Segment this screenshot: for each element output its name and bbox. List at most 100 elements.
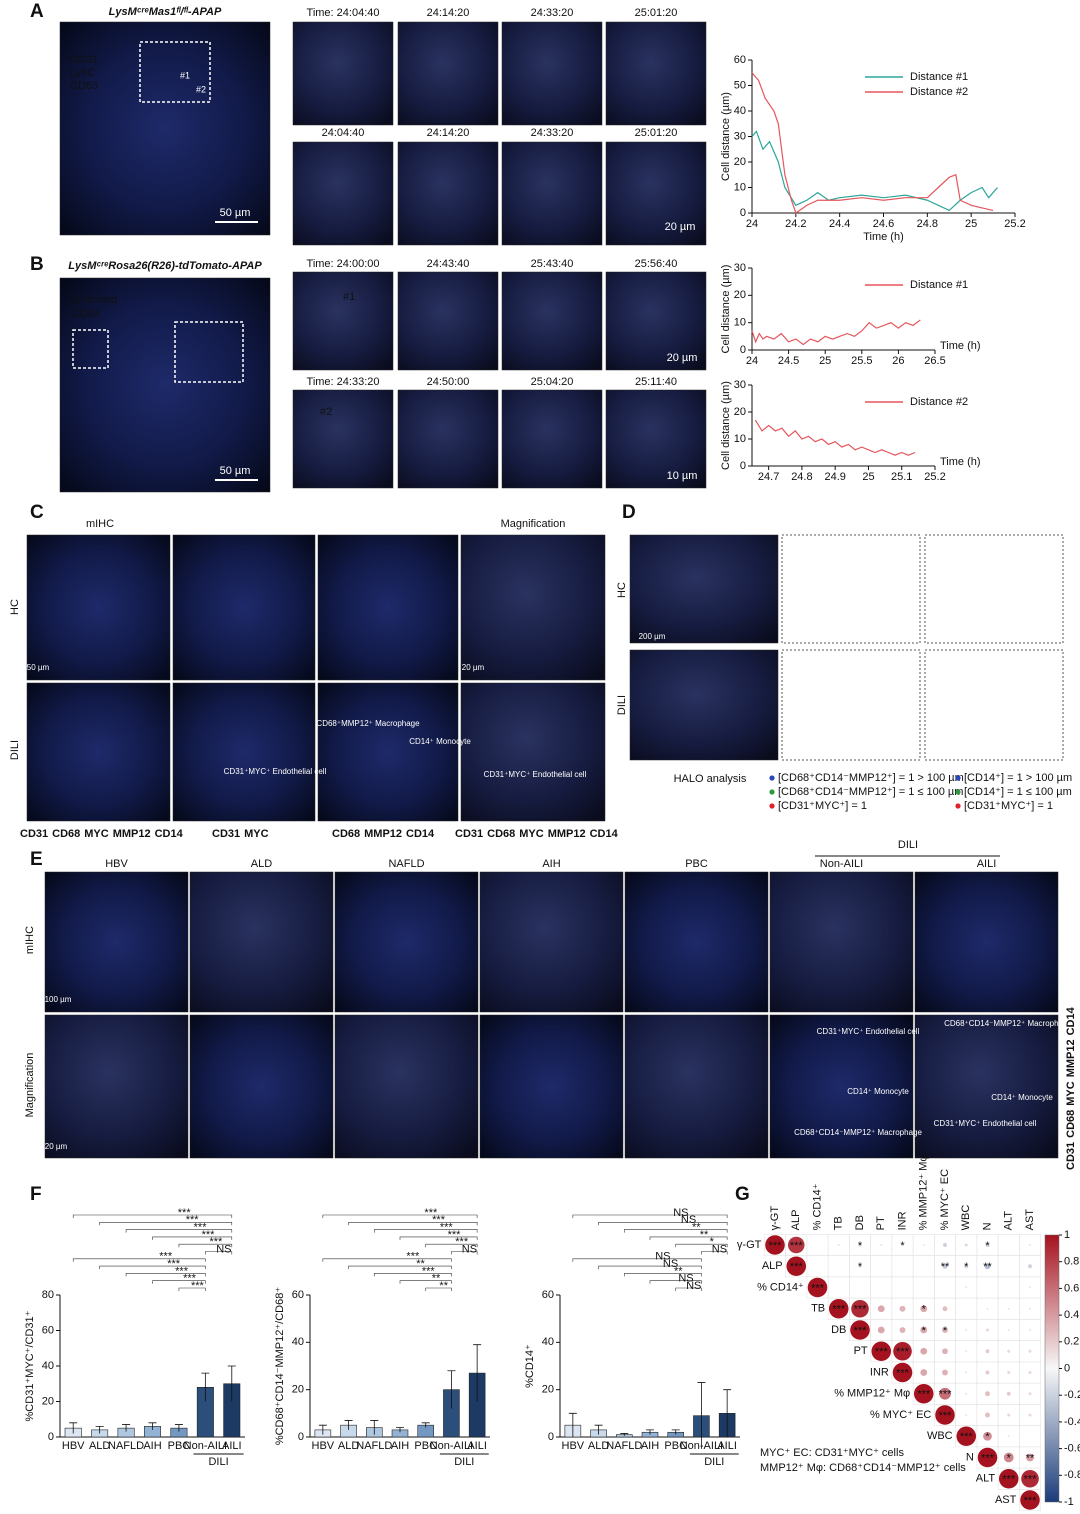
sig-bracket bbox=[152, 1236, 233, 1240]
scale-label: 10 µm bbox=[667, 470, 698, 482]
sig-label: *** bbox=[832, 1304, 846, 1316]
error-bar bbox=[594, 1424, 603, 1435]
x-tick-label: 26.5 bbox=[924, 355, 945, 367]
corr-circle bbox=[923, 1265, 925, 1267]
panel-letter: B bbox=[30, 254, 44, 275]
x-tick-label: 26 bbox=[892, 355, 904, 367]
y-tick-label: 0 bbox=[48, 1431, 54, 1443]
x-tick-label: PBC bbox=[414, 1440, 437, 1452]
corr-circle bbox=[1021, 1469, 1039, 1488]
channel-label: MYC bbox=[519, 828, 544, 840]
colorbar-label: 0.8 bbox=[1064, 1256, 1079, 1268]
channel-label: CD63 bbox=[70, 80, 98, 92]
y-axis-label: %CD68⁺CD14⁻MMP12⁺/CD68⁺ bbox=[274, 1287, 286, 1446]
corr-circle bbox=[935, 1405, 955, 1425]
corr-circle bbox=[922, 1244, 925, 1246]
sig-label: * bbox=[985, 1240, 990, 1252]
legend-label: [CD31⁺MYC⁺] = 1 bbox=[778, 800, 867, 812]
corr-circle bbox=[858, 1243, 862, 1247]
row-label: Magnification bbox=[24, 1053, 36, 1118]
corr-circle bbox=[837, 1244, 840, 1246]
micrograph bbox=[292, 141, 394, 246]
y-tick-label: 40 bbox=[292, 1336, 304, 1348]
corr-circle bbox=[943, 1243, 947, 1247]
corr-circle bbox=[985, 1349, 990, 1354]
colorbar-label: -0.2 bbox=[1064, 1389, 1080, 1401]
channel-label: CD31 bbox=[455, 828, 483, 840]
sig-label: ** bbox=[1026, 1452, 1035, 1464]
corr-circle bbox=[787, 1236, 805, 1254]
sig-label: *** bbox=[981, 1452, 995, 1464]
x-tick-label: Non-AILI bbox=[184, 1440, 227, 1452]
sig-bracket bbox=[178, 1243, 233, 1248]
micrograph bbox=[292, 21, 394, 126]
time-label: 25:01:20 bbox=[635, 7, 678, 19]
corr-circle bbox=[807, 1277, 828, 1298]
column-label: N bbox=[981, 1222, 993, 1230]
y-tick-label: 20 bbox=[542, 1384, 554, 1396]
scale-label: 50 µm bbox=[220, 465, 251, 477]
sig-label: *** bbox=[854, 1304, 868, 1316]
panel-letter: G bbox=[735, 1184, 750, 1205]
x-tick-label: 25 bbox=[965, 218, 977, 230]
column-header: ALD bbox=[251, 858, 272, 870]
micrograph bbox=[479, 871, 624, 1013]
sig-label: * bbox=[964, 1261, 969, 1273]
sig-label: *** bbox=[432, 1214, 446, 1226]
y-tick-label: 10 bbox=[734, 433, 746, 445]
corr-circle bbox=[923, 1287, 925, 1288]
column-header: Magnification bbox=[501, 518, 566, 530]
micrograph bbox=[914, 1014, 1059, 1159]
corr-circle bbox=[985, 1391, 990, 1397]
micrograph bbox=[172, 534, 316, 681]
micrograph bbox=[629, 649, 779, 761]
sig-label: * bbox=[858, 1240, 863, 1252]
sig-label: *** bbox=[159, 1251, 173, 1263]
inset-box bbox=[72, 329, 109, 369]
sig-label: *** bbox=[854, 1325, 868, 1337]
sig-bracket bbox=[598, 1222, 728, 1226]
corr-circle bbox=[1007, 1413, 1011, 1417]
corr-circle bbox=[1029, 1286, 1031, 1289]
channel-label: CD14 bbox=[406, 828, 435, 840]
corr-circle bbox=[1028, 1264, 1032, 1269]
channel-label: CD31 bbox=[1065, 1142, 1077, 1170]
x-tick-label: 25.2 bbox=[924, 471, 945, 483]
inset-box bbox=[139, 41, 211, 103]
micrograph bbox=[501, 389, 603, 489]
corr-circle bbox=[1028, 1349, 1032, 1353]
micrograph bbox=[605, 141, 707, 246]
corr-circle bbox=[964, 1264, 969, 1269]
time-label: Time: 24:00:00 bbox=[307, 258, 380, 270]
x-tick-label: 24.2 bbox=[785, 218, 806, 230]
micrograph bbox=[317, 534, 459, 681]
legend-label: Distance #2 bbox=[910, 86, 968, 98]
legend-label: Distance #1 bbox=[910, 71, 968, 83]
time-label: 25:01:20 bbox=[635, 127, 678, 139]
row-label: DILI bbox=[9, 740, 21, 760]
column-label: γ-GT bbox=[769, 1206, 781, 1231]
channel-label: Ly6C bbox=[70, 67, 95, 79]
sig-bracket bbox=[72, 1258, 206, 1262]
y-tick-label: 0 bbox=[740, 344, 746, 356]
corr-circle bbox=[920, 1347, 928, 1355]
corr-circle bbox=[942, 1306, 948, 1312]
micrograph bbox=[624, 871, 769, 1013]
caption: HALO analysis bbox=[674, 773, 747, 785]
corr-circle bbox=[1029, 1244, 1031, 1246]
error-bar bbox=[95, 1425, 104, 1434]
y-tick-label: 20 bbox=[734, 289, 746, 301]
sig-label: *** bbox=[875, 1346, 889, 1358]
sig-bracket bbox=[322, 1214, 478, 1218]
corr-circle bbox=[942, 1369, 948, 1376]
sig-bracket bbox=[348, 1222, 478, 1226]
column-label: AST bbox=[1024, 1209, 1036, 1231]
sig-label: ** bbox=[416, 1258, 425, 1270]
error-bar bbox=[174, 1424, 183, 1432]
corr-circle bbox=[1028, 1392, 1032, 1396]
x-tick-label: 24.8 bbox=[917, 218, 938, 230]
row-label: % CD14⁺ bbox=[757, 1281, 804, 1293]
channel-label: CD14 bbox=[1065, 1006, 1077, 1035]
corr-circle bbox=[765, 1235, 785, 1255]
corr-circle bbox=[899, 1305, 906, 1312]
